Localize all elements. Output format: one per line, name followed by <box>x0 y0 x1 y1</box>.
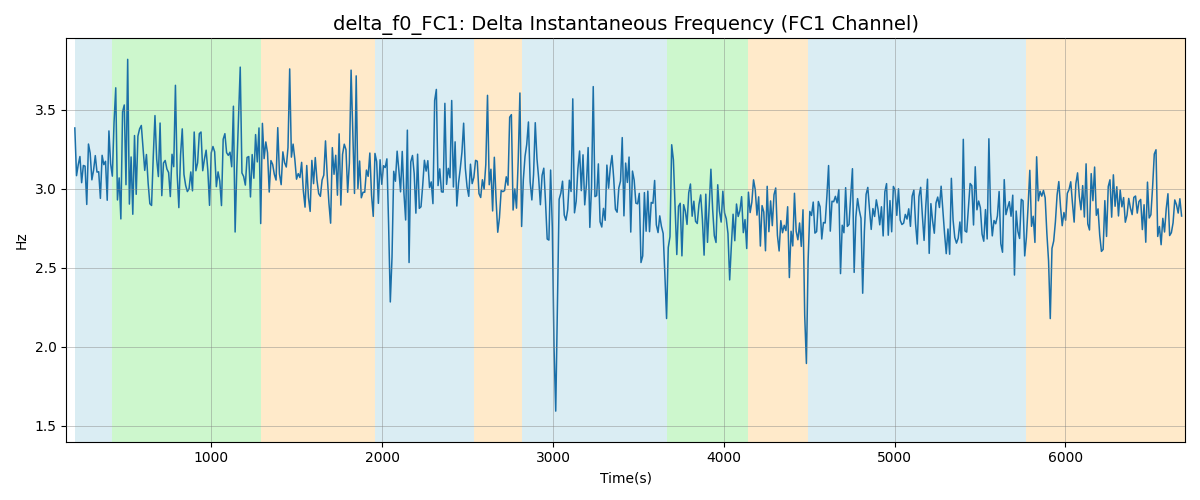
Bar <box>1026 38 1186 442</box>
Bar <box>667 38 748 442</box>
Bar <box>74 38 113 442</box>
Bar <box>113 38 260 442</box>
Bar <box>929 38 1026 442</box>
Title: delta_f0_FC1: Delta Instantaneous Frequency (FC1 Channel): delta_f0_FC1: Delta Instantaneous Freque… <box>332 15 919 35</box>
Bar <box>522 38 566 442</box>
Bar <box>376 38 474 442</box>
X-axis label: Time(s): Time(s) <box>600 471 652 485</box>
Y-axis label: Hz: Hz <box>16 231 29 249</box>
Bar <box>566 38 667 442</box>
Bar <box>748 38 808 442</box>
Bar <box>260 38 376 442</box>
Bar <box>474 38 522 442</box>
Bar <box>808 38 929 442</box>
